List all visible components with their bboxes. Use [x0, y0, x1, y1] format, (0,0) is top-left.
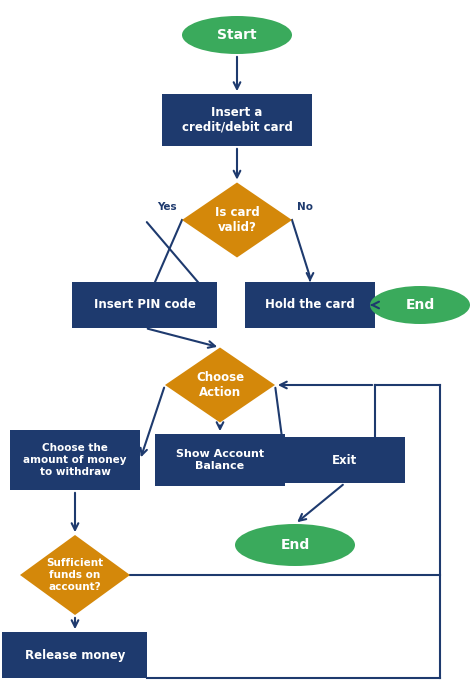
- Text: Exit: Exit: [332, 453, 357, 466]
- Ellipse shape: [235, 524, 355, 566]
- FancyBboxPatch shape: [245, 282, 375, 328]
- Ellipse shape: [182, 16, 292, 54]
- FancyBboxPatch shape: [2, 632, 147, 678]
- Text: No: No: [297, 202, 313, 212]
- Text: Is card
valid?: Is card valid?: [215, 206, 259, 234]
- FancyBboxPatch shape: [73, 282, 218, 328]
- Polygon shape: [182, 182, 292, 257]
- Ellipse shape: [370, 286, 470, 324]
- FancyBboxPatch shape: [155, 434, 285, 486]
- FancyBboxPatch shape: [162, 94, 312, 146]
- Text: Release money: Release money: [25, 649, 125, 662]
- Text: Choose the
amount of money
to withdraw: Choose the amount of money to withdraw: [23, 444, 127, 477]
- Polygon shape: [20, 535, 130, 615]
- FancyBboxPatch shape: [285, 437, 405, 483]
- Text: Choose
Action: Choose Action: [196, 371, 244, 399]
- FancyBboxPatch shape: [10, 430, 140, 490]
- Polygon shape: [165, 348, 275, 422]
- Text: Show Account
Balance: Show Account Balance: [176, 449, 264, 471]
- Text: Yes: Yes: [157, 202, 177, 212]
- Text: End: End: [405, 298, 435, 312]
- Text: Hold the card: Hold the card: [265, 299, 355, 311]
- Text: Start: Start: [217, 28, 257, 42]
- Text: Insert a
credit/debit card: Insert a credit/debit card: [182, 106, 292, 134]
- Text: Sufficient
funds on
account?: Sufficient funds on account?: [46, 558, 103, 591]
- Text: Insert PIN code: Insert PIN code: [94, 299, 196, 311]
- Text: End: End: [281, 538, 310, 552]
